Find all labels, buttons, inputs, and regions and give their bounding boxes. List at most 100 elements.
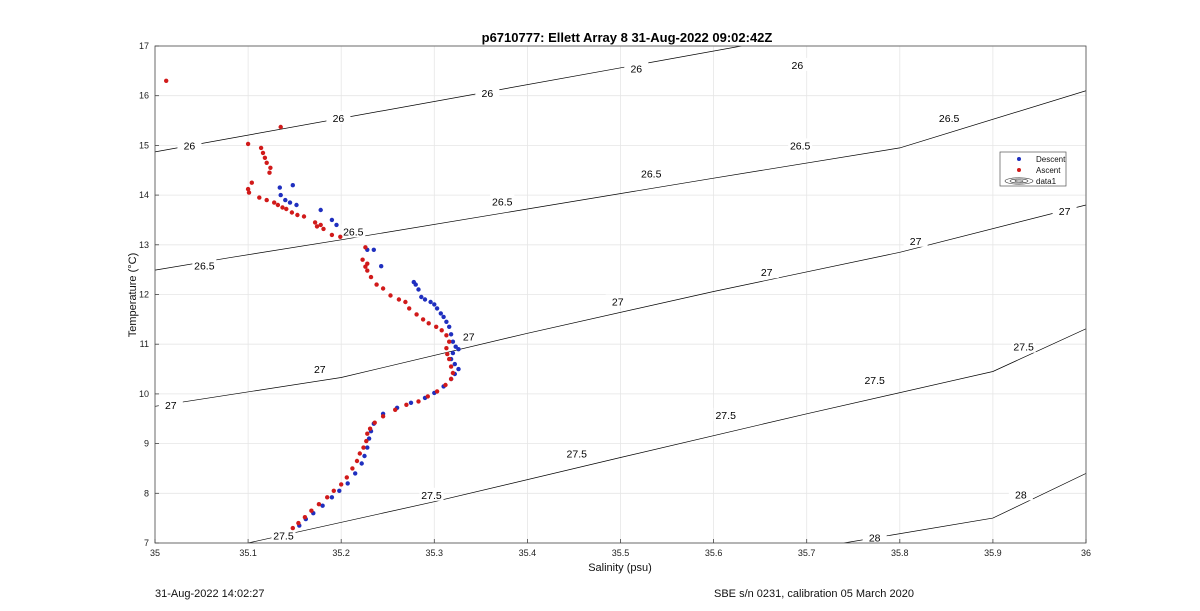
contour-label: 26.5 bbox=[641, 169, 662, 181]
x-tick-label: 35.5 bbox=[612, 548, 630, 558]
point-ascent bbox=[312, 220, 318, 225]
point-ascent bbox=[321, 226, 326, 232]
point-ascent bbox=[164, 78, 169, 84]
point-ascent bbox=[318, 222, 323, 228]
point-ascent bbox=[329, 232, 335, 238]
contour-label-bg bbox=[785, 57, 810, 71]
point-ascent bbox=[257, 195, 262, 200]
point-descent bbox=[366, 436, 372, 441]
contour-label-bg bbox=[158, 397, 183, 411]
contour-label: 26.5 bbox=[939, 113, 960, 125]
legend-label-data1: data1 bbox=[1036, 177, 1057, 186]
point-ascent bbox=[350, 466, 355, 471]
point-descent bbox=[362, 453, 367, 459]
density-contours: 26 26 26 26 26 26.5 26.5 26.5 26.5 26.5 26.5 27 27 27… bbox=[155, 46, 1086, 545]
point-ascent bbox=[360, 257, 365, 262]
point-ascent bbox=[414, 312, 419, 317]
contour-label-bg bbox=[1011, 339, 1036, 353]
point-ascent bbox=[339, 482, 344, 487]
point-descent bbox=[337, 488, 342, 493]
point-ascent bbox=[290, 525, 295, 531]
point-ascent bbox=[354, 458, 360, 464]
point-descent bbox=[422, 297, 428, 302]
y-tick-label: 15 bbox=[139, 140, 149, 150]
point-ascent bbox=[403, 299, 408, 305]
point-ascent bbox=[363, 245, 368, 250]
x-tick-label: 35.3 bbox=[426, 548, 444, 558]
point-ascent bbox=[258, 145, 264, 151]
point-descent bbox=[456, 366, 461, 372]
point-ascent bbox=[363, 264, 368, 269]
point-descent bbox=[283, 197, 288, 203]
point-ascent bbox=[374, 282, 379, 287]
point-ascent bbox=[260, 150, 266, 156]
point-descent bbox=[365, 445, 370, 450]
point-ascent bbox=[368, 274, 374, 280]
point-ascent bbox=[364, 438, 369, 444]
contour-label-bg bbox=[564, 446, 589, 460]
contour-line-26 bbox=[155, 46, 742, 153]
point-ascent bbox=[267, 170, 272, 175]
point-descent bbox=[334, 222, 339, 228]
contour-line-28 bbox=[843, 473, 1086, 543]
point-ascent bbox=[295, 212, 300, 218]
point-ascent bbox=[249, 180, 254, 185]
point-ascent bbox=[264, 160, 269, 165]
point-descent bbox=[428, 299, 433, 305]
point-descent bbox=[329, 217, 335, 223]
point-descent bbox=[416, 287, 421, 292]
point-ascent bbox=[331, 488, 336, 493]
legend-label-descent: Descent bbox=[1036, 155, 1066, 164]
point-ascent bbox=[448, 376, 454, 382]
point-ascent bbox=[447, 339, 452, 344]
contour-label-bg bbox=[605, 294, 630, 308]
point-ascent bbox=[380, 286, 386, 291]
contour-label-bg bbox=[456, 329, 481, 343]
contour-label-bg bbox=[490, 194, 515, 208]
point-ascent bbox=[338, 234, 343, 239]
x-axis-label: Salinity (psu) bbox=[588, 562, 652, 574]
y-tick-label: 10 bbox=[139, 389, 149, 399]
x-tick-label: 36 bbox=[1081, 548, 1091, 558]
x-tick-label: 35.4 bbox=[519, 548, 537, 558]
point-ascent bbox=[301, 214, 307, 219]
contour-label: 26 bbox=[792, 60, 804, 72]
point-ascent bbox=[344, 475, 349, 480]
legend-marker-contour bbox=[1004, 177, 1034, 185]
contour-label: 27 bbox=[612, 296, 624, 308]
point-descent bbox=[278, 192, 283, 198]
contour-label-bg bbox=[307, 362, 332, 376]
contour-label-bg bbox=[639, 166, 664, 180]
point-descent bbox=[353, 471, 358, 476]
contour-label-bg bbox=[713, 407, 738, 421]
point-ascent bbox=[439, 328, 444, 333]
point-ascent bbox=[357, 451, 362, 456]
y-tick-label: 14 bbox=[139, 190, 149, 200]
contour-label: 27 bbox=[165, 400, 177, 412]
y-tick-label: 12 bbox=[139, 290, 149, 300]
point-descent bbox=[450, 339, 456, 344]
contour-label-bg bbox=[1008, 487, 1033, 501]
point-ascent bbox=[309, 508, 314, 513]
point-descent bbox=[456, 347, 461, 352]
point-descent bbox=[413, 282, 418, 287]
contour-label: 27 bbox=[910, 236, 922, 248]
point-descent bbox=[438, 311, 443, 316]
point-ascent bbox=[407, 306, 412, 311]
point-ascent bbox=[393, 407, 398, 412]
contour-label: 27.5 bbox=[864, 375, 885, 387]
point-ascent bbox=[447, 356, 452, 362]
point-ascent bbox=[268, 165, 273, 170]
point-ascent bbox=[245, 141, 251, 147]
contour-label: 28 bbox=[869, 533, 881, 545]
point-descent bbox=[379, 264, 384, 269]
legend: Descent Ascent data1 bbox=[999, 151, 1067, 187]
contour-label-bg bbox=[862, 372, 887, 386]
point-ascent bbox=[365, 268, 370, 273]
x-tick-label: 35.9 bbox=[984, 548, 1002, 558]
contour-label-bg bbox=[192, 258, 217, 272]
contour-label: 28 bbox=[1015, 489, 1027, 501]
x-tick-label: 35.8 bbox=[891, 548, 909, 558]
point-descent bbox=[434, 306, 440, 311]
contour-label-bg bbox=[475, 86, 500, 100]
